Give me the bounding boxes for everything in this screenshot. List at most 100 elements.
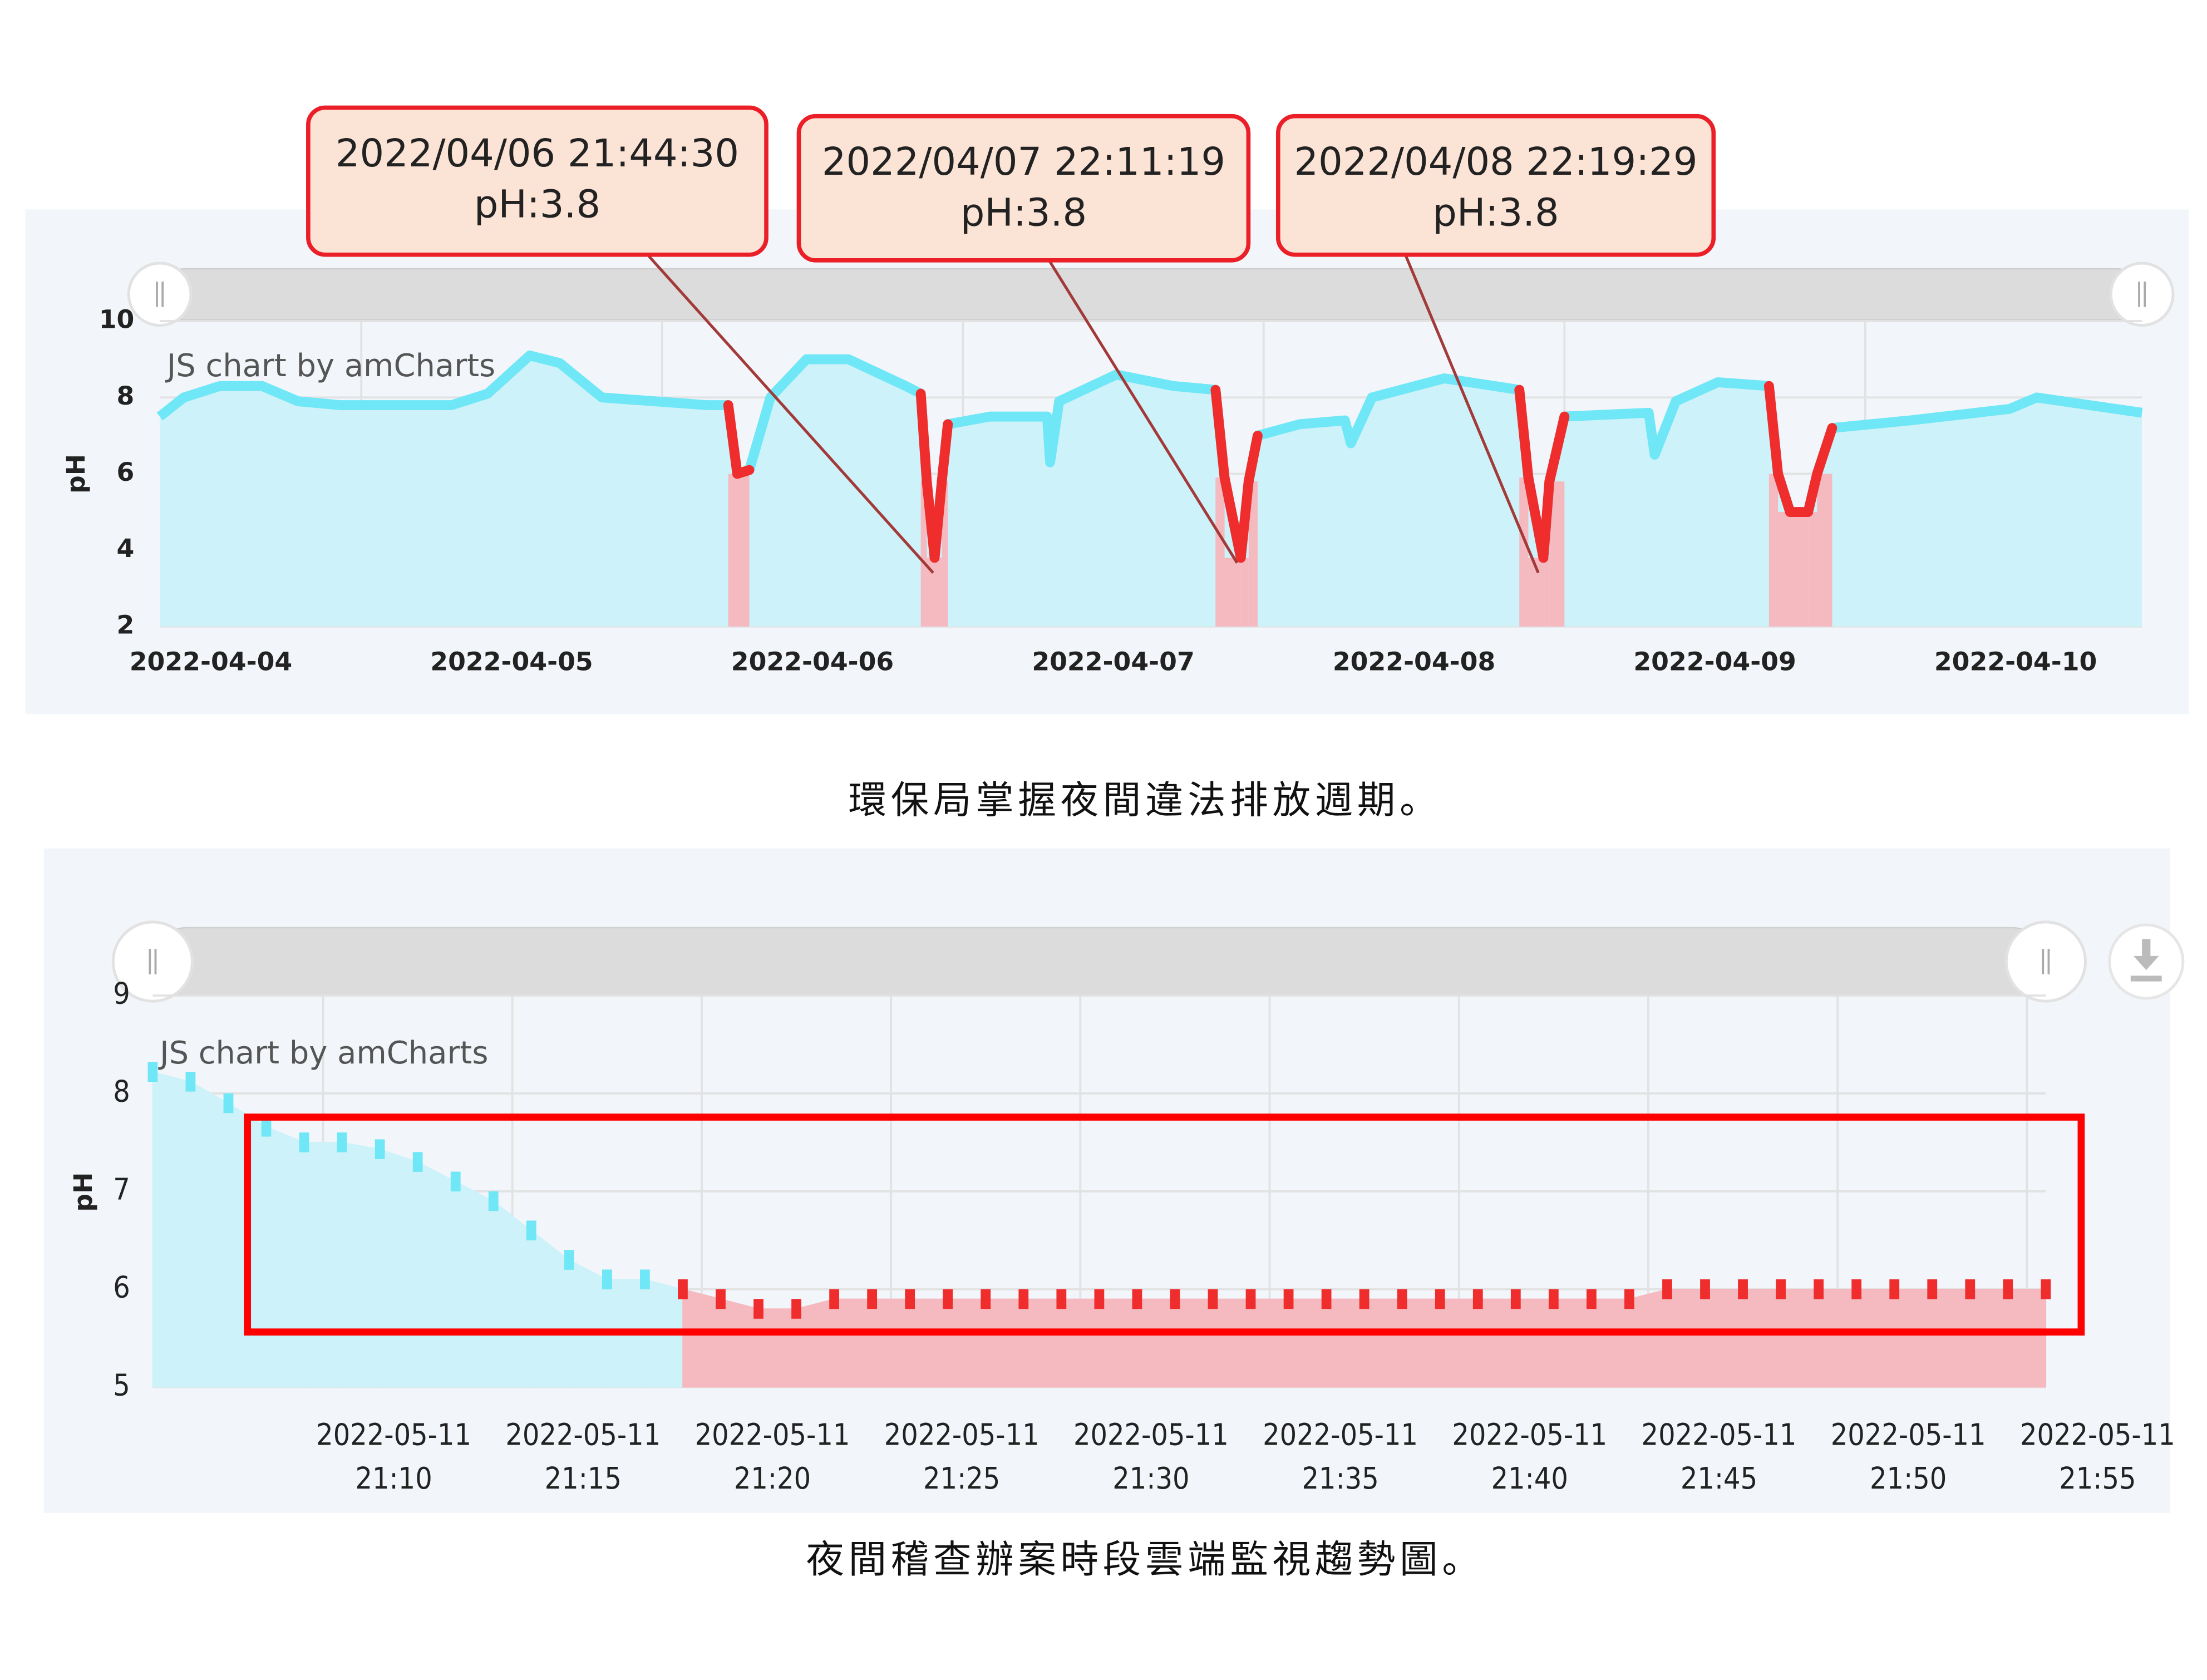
area-fill [1780, 1289, 1819, 1388]
y-tick-label: 6 [117, 457, 135, 487]
x-tick-label: 21:40 [1491, 1461, 1568, 1496]
callout-box [796, 114, 1251, 263]
alert-band [1817, 474, 1832, 627]
callout-box [1275, 114, 1716, 257]
x-tick-label: 2022-05-11 [1831, 1417, 1986, 1452]
area-fill [1742, 1289, 1781, 1388]
callout-text: pH:3.8 [960, 191, 1087, 235]
y-tick-label: 2 [117, 610, 135, 639]
alert-band [942, 481, 948, 627]
alert-segment [915, 388, 932, 487]
data-point [337, 1132, 347, 1152]
area-fill [1932, 1289, 1971, 1388]
alert-segment [1773, 469, 1795, 517]
area-fill [1856, 1289, 1895, 1388]
alert-segment [732, 465, 755, 479]
data-point [450, 1171, 461, 1192]
alert-band [728, 474, 737, 627]
data-point [1889, 1279, 1900, 1299]
area-fill [1477, 1298, 1516, 1388]
alert-segment [1763, 381, 1783, 479]
data-point [1208, 1289, 1218, 1309]
data-point [1018, 1289, 1029, 1309]
data-point [1738, 1279, 1748, 1299]
y-tick-label: 8 [113, 1074, 130, 1109]
scrollbar-handle [111, 920, 194, 1003]
callout-text: pH:3.8 [1432, 191, 1559, 235]
x-tick-label: 2022-05-11 [695, 1417, 850, 1452]
x-tick-label: 2022-04-05 [430, 647, 593, 676]
area-fill [947, 1298, 987, 1388]
alert-segment [1243, 430, 1263, 487]
data-point [1472, 1289, 1483, 1309]
x-tick-label: 2022-04-09 [1633, 647, 1796, 676]
alert-segment [1235, 476, 1254, 563]
y-tick-label: 9 [113, 976, 130, 1011]
area-fill [796, 1298, 835, 1388]
area-fill [1288, 1298, 1327, 1388]
callout-text: 2022/04/07 22:11:19 [822, 140, 1225, 184]
x-tick-label: 21:45 [1681, 1461, 1757, 1496]
x-tick-label: 21:50 [1870, 1461, 1947, 1496]
callout-text: 2022/04/08 22:19:29 [1294, 140, 1698, 184]
x-tick-label: 2022-04-08 [1333, 647, 1495, 676]
area-fill [682, 1288, 721, 1388]
x-tick-label: 2022-04-06 [731, 647, 894, 676]
data-point [526, 1220, 536, 1241]
x-tick-label: 2022-05-11 [884, 1417, 1040, 1452]
alert-segment [1812, 423, 1837, 479]
alert-band [1519, 477, 1529, 627]
data-point [1510, 1289, 1521, 1309]
data-point [1586, 1289, 1597, 1309]
data-point [299, 1132, 309, 1152]
callout-text: pH:3.8 [474, 182, 600, 226]
data-point [1548, 1289, 1559, 1309]
data-point [375, 1139, 385, 1159]
alert-segment [1803, 469, 1822, 517]
area-fill [341, 1141, 381, 1388]
area-fill [1667, 1289, 1706, 1388]
data-point [564, 1250, 574, 1270]
x-tick-label: 2022-04-10 [1934, 647, 2097, 676]
x-tick-label: 21:35 [1302, 1461, 1378, 1496]
data-point [1662, 1279, 1672, 1299]
callout-text: 2022/04/06 21:44:30 [336, 131, 739, 176]
data-point [1624, 1289, 1634, 1309]
data-point [905, 1289, 915, 1309]
data-point [716, 1289, 726, 1309]
area-fill [1023, 1298, 1062, 1388]
alert-band [737, 474, 750, 627]
y-tick-label: 6 [113, 1269, 130, 1304]
highlight-box [244, 1114, 2085, 1336]
callout-pointer [1404, 254, 1540, 574]
data-point [1359, 1289, 1369, 1309]
y-tick-label: 10 [99, 305, 135, 334]
x-tick-label: 2022-05-11 [1263, 1417, 1418, 1452]
data-point [147, 1062, 158, 1082]
y-tick-label: 7 [113, 1171, 130, 1206]
data-point [488, 1191, 499, 1211]
area-fill [265, 1126, 305, 1388]
x-tick-label: 21:15 [545, 1461, 622, 1496]
data-point [1321, 1289, 1332, 1309]
data-point [1965, 1279, 1976, 1299]
watermark: JS chart by amCharts [165, 348, 495, 384]
data-point [1700, 1279, 1710, 1299]
data-point [1435, 1289, 1445, 1309]
data-point [412, 1152, 423, 1172]
data-point [829, 1289, 839, 1309]
x-tick-label: 21:20 [734, 1461, 811, 1496]
x-tick-label: 2022-05-11 [1073, 1417, 1229, 1452]
data-point [185, 1072, 196, 1092]
area-fill [303, 1142, 343, 1388]
data-point [1851, 1279, 1862, 1299]
data-point [1283, 1289, 1294, 1309]
data-point [1094, 1289, 1105, 1309]
area-fill [2007, 1289, 2047, 1388]
scrollbar-handle [2109, 262, 2175, 327]
y-tick-label: 4 [117, 534, 135, 563]
y-axis-title: pH [61, 454, 91, 494]
data-point [223, 1093, 234, 1114]
callout-box [306, 105, 768, 257]
